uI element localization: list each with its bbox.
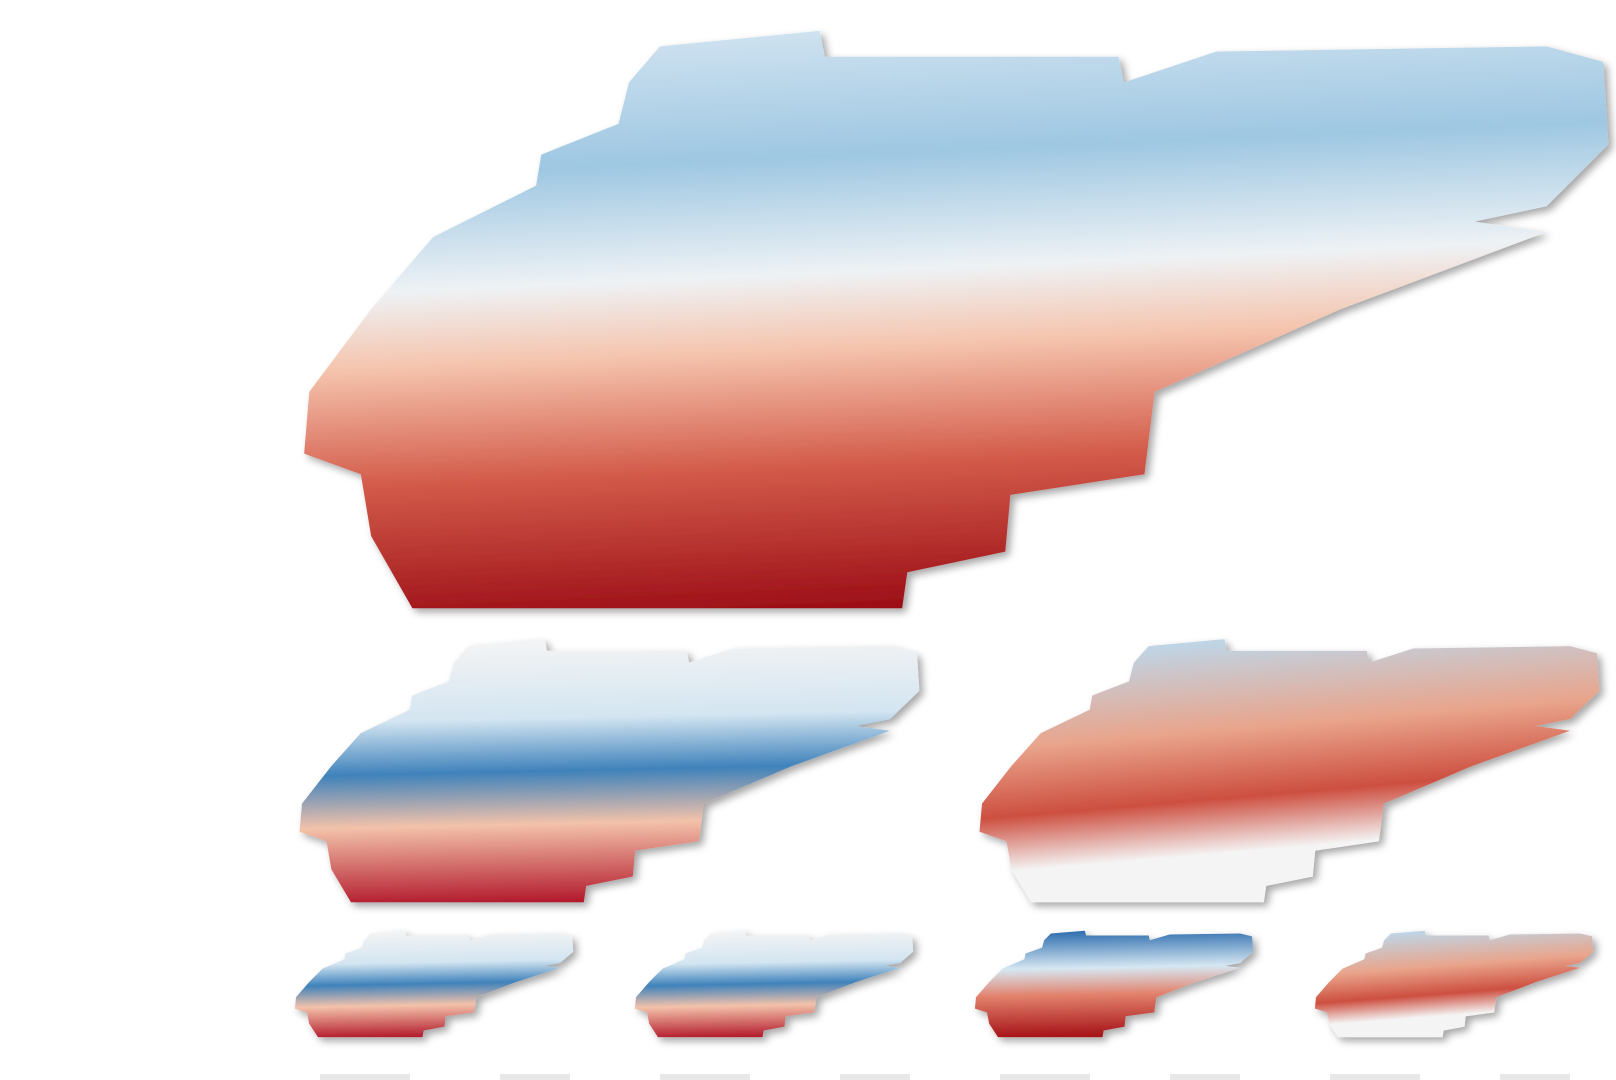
small-maps (294, 930, 1594, 1038)
medium-maps (299, 639, 1600, 903)
bottom-row-hint (320, 1074, 1570, 1080)
main-map (304, 30, 1609, 609)
